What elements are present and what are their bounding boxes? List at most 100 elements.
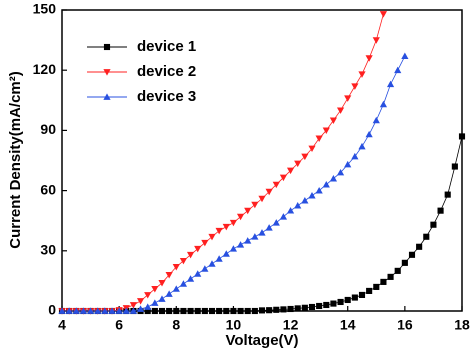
data-point (165, 290, 173, 297)
y-tick-label: 120 (33, 61, 57, 77)
data-point (416, 243, 423, 250)
data-point (394, 66, 402, 74)
data-point (430, 221, 437, 228)
data-point (294, 202, 302, 209)
data-point (165, 272, 173, 279)
data-point (194, 245, 202, 253)
data-point (208, 307, 216, 315)
data-point (158, 295, 166, 302)
data-point (186, 251, 195, 259)
data-point (129, 302, 138, 309)
data-point (215, 227, 223, 235)
data-point (265, 188, 273, 196)
data-point (286, 207, 295, 214)
data-point (244, 207, 252, 215)
data-point (323, 301, 330, 309)
legend-marker (103, 43, 111, 51)
data-point (315, 187, 323, 194)
data-point (58, 307, 66, 314)
data-point (237, 307, 244, 315)
data-point (279, 174, 288, 182)
data-point (173, 307, 180, 315)
data-point (151, 286, 159, 293)
data-point (216, 307, 223, 315)
legend-label: device 2 (137, 63, 196, 80)
data-point (372, 37, 380, 44)
data-point (373, 283, 380, 290)
data-point (144, 307, 151, 315)
data-point (365, 130, 373, 138)
data-point (344, 296, 351, 304)
data-point (380, 278, 387, 285)
data-point (108, 307, 116, 314)
data-point (351, 152, 359, 160)
data-point (201, 265, 209, 272)
data-point (79, 307, 88, 314)
data-point (387, 273, 394, 280)
data-point (294, 305, 301, 312)
data-point (144, 303, 152, 310)
data-point (301, 197, 309, 204)
y-tick-label: 60 (40, 181, 56, 197)
data-point (394, 267, 401, 274)
data-point (366, 287, 373, 294)
data-point (151, 299, 159, 306)
data-point (236, 241, 245, 248)
x-tick-label: 12 (283, 317, 299, 333)
y-tick-label: 0 (48, 302, 56, 318)
data-point (280, 306, 287, 313)
data-point (194, 307, 201, 315)
data-point (315, 135, 323, 143)
data-point (208, 233, 216, 241)
x-tick-label: 10 (226, 317, 242, 333)
data-point (344, 160, 352, 168)
series-line (62, 55, 406, 312)
data-point (329, 174, 338, 182)
data-point (94, 307, 102, 314)
data-point (166, 307, 173, 315)
x-tick-label: 14 (340, 317, 356, 333)
data-point (222, 250, 230, 257)
data-point (266, 307, 273, 314)
data-point (208, 260, 216, 267)
legend-label: device 3 (137, 88, 196, 105)
data-point (286, 167, 295, 175)
data-point (351, 294, 358, 301)
legend-marker (103, 69, 111, 76)
legend-label: device 1 (137, 38, 196, 55)
data-point (201, 307, 208, 315)
data-point (423, 233, 430, 240)
data-point (251, 201, 259, 209)
data-point (337, 298, 344, 306)
data-point (308, 145, 316, 153)
data-point (272, 181, 280, 189)
data-point (379, 100, 388, 108)
data-point (316, 302, 323, 310)
data-point (458, 133, 466, 140)
y-tick-label: 150 (33, 1, 57, 17)
data-point (408, 251, 416, 258)
legend-marker (103, 93, 111, 100)
data-point (272, 219, 280, 226)
x-tick-label: 18 (454, 317, 470, 333)
data-point (136, 298, 145, 305)
y-tick-label: 30 (40, 242, 56, 258)
data-point (401, 52, 409, 60)
data-point (144, 292, 152, 299)
data-point (251, 233, 259, 240)
y-axis-label: Current Density(mA/cm²) (7, 71, 24, 249)
data-point (294, 160, 302, 168)
data-point (437, 207, 444, 214)
series-line (62, 13, 384, 312)
data-point (330, 300, 337, 307)
data-point (65, 307, 73, 314)
data-point (179, 280, 188, 287)
data-point (115, 307, 123, 314)
data-point (444, 191, 451, 198)
data-point (194, 270, 202, 277)
data-point (136, 305, 145, 312)
data-point (336, 168, 345, 176)
data-point (258, 307, 266, 314)
data-point (273, 306, 280, 313)
